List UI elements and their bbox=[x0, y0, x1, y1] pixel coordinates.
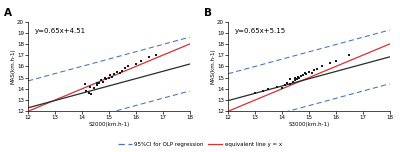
Point bbox=[153, 54, 159, 56]
Point bbox=[81, 83, 88, 86]
Point bbox=[119, 70, 126, 72]
Point bbox=[294, 78, 300, 81]
Point bbox=[306, 71, 312, 73]
Point bbox=[290, 81, 296, 83]
Text: y=0.65x+5.15: y=0.65x+5.15 bbox=[234, 28, 286, 34]
Point bbox=[98, 79, 104, 82]
X-axis label: S3000(km.h-1): S3000(km.h-1) bbox=[288, 122, 330, 127]
Point bbox=[319, 65, 326, 68]
Text: A: A bbox=[4, 8, 12, 18]
Point bbox=[116, 71, 123, 74]
Point bbox=[287, 83, 293, 85]
Point bbox=[295, 75, 301, 78]
Point bbox=[106, 76, 112, 79]
Point bbox=[303, 73, 309, 75]
Point bbox=[332, 60, 339, 62]
Point bbox=[296, 76, 302, 79]
Point bbox=[103, 78, 109, 81]
Point bbox=[124, 65, 131, 67]
Point bbox=[138, 60, 144, 62]
Y-axis label: MAS(km.h-1): MAS(km.h-1) bbox=[210, 49, 216, 84]
Legend: 95%CI for OLP regression, equivalent line y = x: 95%CI for OLP regression, equivalent lin… bbox=[116, 140, 284, 149]
Point bbox=[311, 69, 318, 72]
Point bbox=[346, 54, 352, 56]
Point bbox=[314, 67, 320, 70]
Point bbox=[86, 92, 92, 95]
Point bbox=[94, 81, 100, 84]
Text: y=0.65x+4.51: y=0.65x+4.51 bbox=[34, 28, 86, 34]
Point bbox=[327, 62, 334, 64]
Point bbox=[146, 56, 152, 59]
X-axis label: S2000(km.h-1): S2000(km.h-1) bbox=[88, 122, 130, 127]
Point bbox=[273, 85, 280, 88]
Point bbox=[108, 76, 115, 78]
Point bbox=[122, 67, 128, 69]
Point bbox=[83, 89, 89, 92]
Point bbox=[308, 71, 315, 74]
Point bbox=[292, 76, 298, 79]
Point bbox=[91, 87, 97, 90]
Point bbox=[96, 82, 102, 85]
Point bbox=[88, 93, 94, 95]
Point bbox=[279, 86, 285, 89]
Point bbox=[132, 63, 139, 65]
Point bbox=[265, 88, 272, 90]
Point bbox=[260, 90, 266, 92]
Point bbox=[298, 75, 304, 77]
Point bbox=[98, 79, 104, 81]
Point bbox=[100, 80, 107, 83]
Point bbox=[114, 71, 120, 73]
Point bbox=[252, 92, 258, 95]
Point bbox=[94, 84, 100, 87]
Y-axis label: MAS(km.h-1): MAS(km.h-1) bbox=[10, 49, 16, 84]
Point bbox=[281, 84, 288, 87]
Point bbox=[302, 72, 308, 74]
Point bbox=[292, 79, 298, 82]
Point bbox=[300, 74, 307, 77]
Text: B: B bbox=[204, 8, 212, 18]
Point bbox=[102, 76, 108, 79]
Point bbox=[287, 78, 293, 81]
Point bbox=[284, 82, 290, 85]
Point bbox=[107, 74, 113, 77]
Point bbox=[111, 73, 118, 75]
Point bbox=[87, 86, 93, 88]
